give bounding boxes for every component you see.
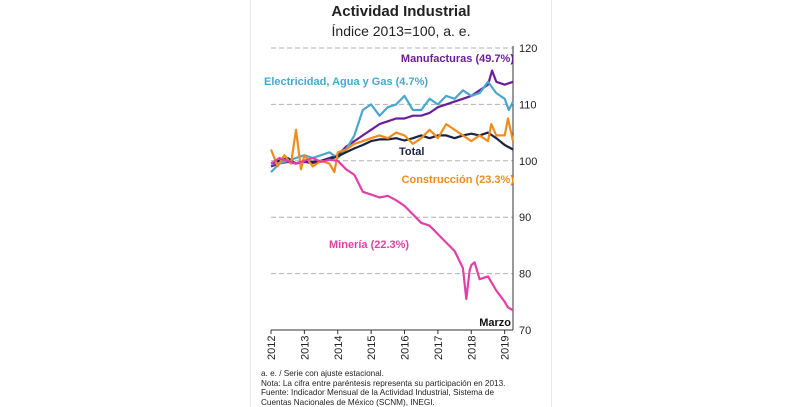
- x-tick-label: 2018: [466, 336, 478, 360]
- y-tick-label: 120: [519, 43, 537, 55]
- note-line: Cuentas Nacionales de México (SCNM), INE…: [261, 397, 435, 407]
- x-tick-label: 2014: [333, 336, 345, 360]
- series-line-total: [270, 131, 514, 165]
- chart-title: Actividad Industrial: [331, 3, 471, 20]
- x-tick-label: 2013: [299, 336, 311, 360]
- x-tick-label: 2017: [433, 336, 445, 360]
- y-tick-label: 80: [519, 269, 531, 281]
- x-tick-label: 2015: [366, 336, 378, 360]
- series-label: Electricidad, Agua y Gas (4.7%): [264, 76, 428, 88]
- note-line: Nota: La cifra entre paréntesis represen…: [261, 378, 506, 388]
- chart-subtitle: Índice 2013=100, a. e.: [331, 23, 471, 39]
- series-label: Minería (22.3%): [329, 239, 409, 251]
- series-line-manufacturas-49-7: [270, 69, 514, 168]
- series-line-construcci-n-23-3: [269, 117, 515, 174]
- y-tick-label: 110: [519, 99, 537, 111]
- chart-figure: Actividad Industrial Índice 2013=100, a.…: [250, 0, 552, 407]
- y-tick-label: 100: [519, 156, 537, 168]
- note-line: Fuente: Indicador Mensual de la Activida…: [261, 388, 495, 398]
- end-annotation: Marzo: [479, 317, 511, 329]
- y-tick-label: 90: [519, 212, 531, 224]
- note-line: a. e. / Serie con ajuste estacional.: [261, 369, 384, 378]
- line-chart-plot: 70 80 90 100 110 120 2012 2013 2014 2015 2016 2017 2…: [264, 43, 537, 360]
- y-tick-label: 70: [519, 325, 531, 337]
- x-tick-label: 2012: [266, 336, 278, 360]
- series-label: Total: [399, 146, 424, 158]
- x-tick-label: 2016: [400, 336, 412, 360]
- series-line-miner-a-22-3: [270, 156, 514, 312]
- chart-notes: a. e. / Serie con ajuste estacional. Not…: [261, 369, 546, 407]
- x-tick-label: 2019: [500, 336, 512, 360]
- series-label: Construcción (23.3%): [402, 174, 515, 186]
- series-label: Manufacturas (49.7%): [401, 53, 514, 65]
